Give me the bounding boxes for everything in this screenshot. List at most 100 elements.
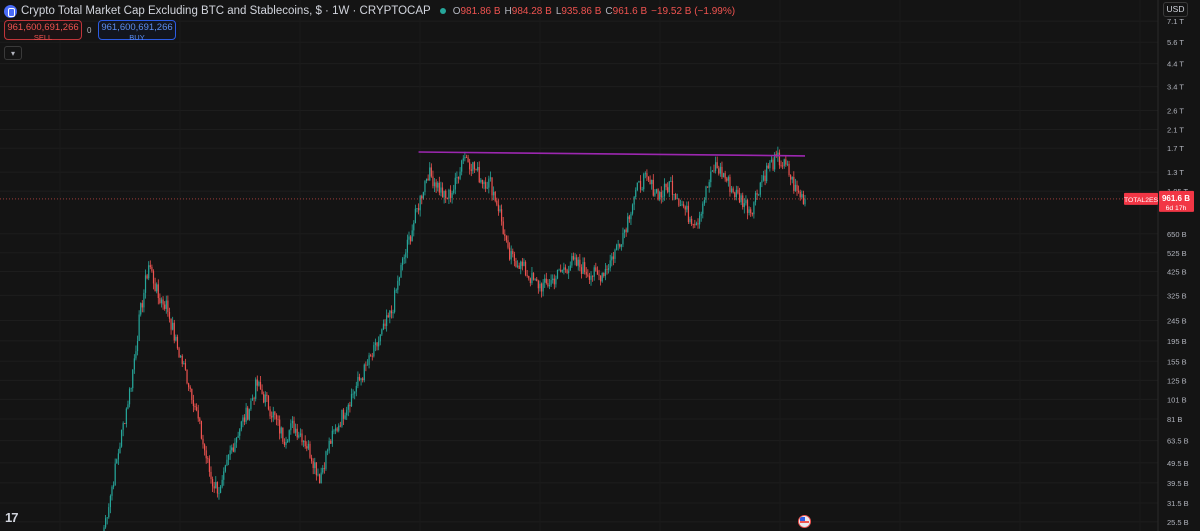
candle-body xyxy=(362,378,364,381)
candle-body xyxy=(366,364,369,366)
candle-body xyxy=(108,507,110,518)
candle-body xyxy=(526,275,528,276)
resistance-trendline[interactable] xyxy=(418,151,806,157)
candle-body xyxy=(756,193,758,195)
candle-body xyxy=(676,198,678,200)
candle-body xyxy=(120,429,123,447)
candle-body xyxy=(774,154,776,170)
candle-body xyxy=(663,183,666,197)
candle-body xyxy=(596,270,599,275)
candle-body xyxy=(114,463,116,486)
candle-body xyxy=(501,209,503,222)
candle-body xyxy=(170,318,172,330)
y-tick-label: 525 B xyxy=(1167,249,1187,258)
currency-selector[interactable]: USD xyxy=(1163,2,1188,17)
candle-body xyxy=(671,180,674,195)
candle-body xyxy=(512,251,514,255)
candle-body xyxy=(296,428,298,438)
candle-body xyxy=(288,430,290,441)
candle-body xyxy=(609,260,611,268)
candle-body xyxy=(191,388,193,401)
price-axis[interactable]: 7.1 T 5.6 T 4.4 T 3.4 T 2.6 T 2.1 T 1.7 T 1.3 T… xyxy=(1124,17,1194,527)
candle-body xyxy=(628,216,630,220)
symbol-title[interactable]: Crypto Total Market Cap Excluding BTC an… xyxy=(21,5,431,17)
candle-body xyxy=(176,336,179,349)
candle-body xyxy=(365,364,367,366)
candle-body xyxy=(473,162,476,170)
candle-body xyxy=(681,204,683,206)
candle-body xyxy=(684,206,686,210)
candle-body xyxy=(617,244,619,246)
candle-body xyxy=(508,247,511,260)
candle-body xyxy=(138,314,140,341)
candle-body xyxy=(746,200,749,213)
candle-body xyxy=(322,467,324,473)
candle-body xyxy=(743,203,745,208)
candle-body xyxy=(160,299,163,304)
candle-body xyxy=(295,428,297,433)
ohlc-values: O981.86 B H984.28 B L935.86 B C961.6 B −… xyxy=(452,5,736,17)
candle-body xyxy=(240,421,242,430)
candle-body xyxy=(646,173,648,177)
candle-body xyxy=(697,223,699,225)
grid-lines xyxy=(0,0,1158,531)
sell-button[interactable]: 961,600,691,266 SELL xyxy=(4,20,82,42)
candle-body xyxy=(124,423,126,424)
collapse-legend-button[interactable]: ▾ xyxy=(4,46,22,60)
candle-body xyxy=(111,486,113,496)
candle-body xyxy=(561,270,563,272)
candle-body xyxy=(566,269,568,273)
candle-body xyxy=(467,157,469,163)
candle-body xyxy=(794,184,797,191)
candle-body xyxy=(159,298,161,304)
last-price-box xyxy=(1159,190,1194,212)
candle-body xyxy=(553,278,555,285)
candle-body xyxy=(216,481,218,494)
y-tick-label: 245 B xyxy=(1167,317,1187,326)
candle-body xyxy=(371,355,373,357)
candle-body xyxy=(323,467,325,469)
candle-body xyxy=(344,415,346,419)
candles xyxy=(103,146,806,531)
economic-event-icon[interactable] xyxy=(798,515,811,528)
candle-body xyxy=(226,459,228,466)
candle-body xyxy=(670,180,672,182)
candle-body xyxy=(678,198,680,206)
y-tick-label: 7.1 T xyxy=(1167,17,1184,26)
candle-body xyxy=(780,165,782,166)
candle-body xyxy=(245,407,247,422)
candle-body xyxy=(702,203,704,214)
candle-body xyxy=(777,152,779,156)
candle-body xyxy=(601,272,603,282)
candle-body xyxy=(132,369,134,389)
y-tick-label: 195 B xyxy=(1167,337,1187,346)
candle-body xyxy=(540,283,543,292)
candle-body xyxy=(405,252,407,258)
candle-body xyxy=(315,462,317,476)
candle-body xyxy=(358,376,361,380)
candle-body xyxy=(627,216,629,232)
candle-body xyxy=(408,236,410,240)
candle-body xyxy=(524,261,527,276)
candle-body xyxy=(662,196,664,198)
series-label-box xyxy=(1124,192,1158,205)
y-tick-label: 650 B xyxy=(1167,230,1187,239)
candle-body xyxy=(183,363,185,364)
candle-body xyxy=(306,446,308,449)
candle-body xyxy=(325,451,327,469)
buy-button[interactable]: 961,600,691,266 BUY xyxy=(98,20,176,42)
candle-body xyxy=(379,334,381,342)
candle-body xyxy=(339,425,341,427)
candle-body xyxy=(333,430,335,432)
candle-body xyxy=(384,323,386,326)
candle-body xyxy=(564,267,567,270)
candle-body xyxy=(381,329,383,335)
y-tick-label: 63.5 B xyxy=(1167,437,1189,446)
candle-body xyxy=(106,517,108,519)
candle-body xyxy=(510,251,512,260)
candle-body xyxy=(470,169,472,171)
candle-body xyxy=(413,222,415,231)
candle-body xyxy=(649,179,651,185)
candle-body xyxy=(435,182,437,188)
